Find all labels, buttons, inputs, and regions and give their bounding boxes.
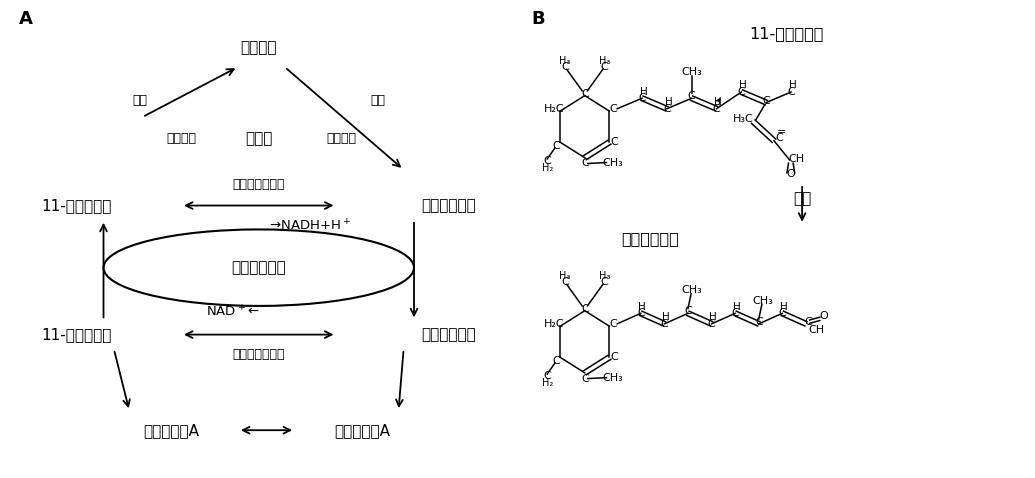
Text: 光照: 光照: [793, 191, 811, 206]
Text: C: C: [611, 137, 619, 147]
Text: CH: CH: [808, 325, 825, 335]
Text: 异构酶（耗能）: 异构酶（耗能）: [233, 348, 285, 361]
Text: C: C: [788, 87, 795, 97]
Text: CH: CH: [789, 154, 804, 164]
Text: C: C: [610, 319, 618, 329]
Text: C: C: [611, 352, 619, 362]
Text: C: C: [688, 91, 696, 101]
Text: 11-顺型视黄醛: 11-顺型视黄醛: [41, 198, 112, 213]
Text: H₃: H₃: [560, 271, 570, 281]
Text: C: C: [552, 141, 560, 151]
Text: H₃: H₃: [560, 56, 570, 65]
Text: 光照: 光照: [371, 94, 385, 107]
Text: H₃: H₃: [599, 271, 610, 281]
Text: 肝脏维生素A: 肝脏维生素A: [334, 423, 390, 438]
Text: C: C: [684, 306, 691, 316]
Text: C: C: [732, 308, 739, 318]
Text: O: O: [820, 311, 828, 321]
Text: C: C: [552, 356, 560, 366]
Text: CH₃: CH₃: [602, 373, 624, 382]
Text: 全反型视黄醛: 全反型视黄醛: [421, 198, 476, 213]
Text: C: C: [637, 308, 645, 318]
Text: C: C: [639, 93, 646, 103]
Text: C: C: [708, 319, 715, 329]
Text: CH₃: CH₃: [752, 296, 773, 306]
Text: CH₃: CH₃: [681, 67, 702, 77]
Text: H: H: [733, 302, 741, 312]
Text: C: C: [755, 317, 763, 327]
Text: H: H: [714, 97, 722, 107]
Text: C: C: [600, 277, 609, 287]
Text: 11-顺型视黄醛: 11-顺型视黄醛: [749, 26, 824, 41]
Text: C: C: [581, 304, 589, 314]
Text: C: C: [763, 96, 770, 106]
Text: C: C: [610, 104, 618, 114]
Text: C: C: [660, 319, 669, 329]
Text: H₂: H₂: [541, 163, 553, 173]
Text: 视紫红质: 视紫红质: [240, 40, 277, 55]
Text: H₂C: H₂C: [543, 104, 564, 114]
Text: （分解）: （分解）: [327, 132, 356, 145]
Text: H: H: [664, 97, 673, 107]
Text: H: H: [639, 302, 646, 312]
Text: 暗处: 暗处: [132, 94, 147, 107]
Text: C: C: [775, 133, 783, 143]
Text: CH₃: CH₃: [682, 285, 703, 295]
Text: C: C: [581, 374, 589, 383]
Text: （合成）: （合成）: [167, 132, 196, 145]
Text: H: H: [662, 312, 670, 322]
Text: H: H: [789, 80, 797, 90]
Text: H: H: [739, 80, 747, 90]
Text: H: H: [780, 302, 788, 312]
Text: 异构酶（耗能）: 异构酶（耗能）: [233, 177, 285, 191]
Text: C: C: [561, 62, 569, 72]
Text: C: C: [543, 156, 551, 166]
Text: A: A: [19, 10, 33, 28]
Text: C: C: [663, 104, 671, 114]
Text: B: B: [531, 10, 545, 28]
Text: C: C: [804, 317, 812, 327]
Text: H₂C: H₂C: [543, 319, 564, 329]
Text: C: C: [581, 159, 589, 168]
Text: O: O: [787, 169, 796, 179]
Text: H: H: [640, 87, 648, 97]
Text: 全反型视黄醇: 全反型视黄醇: [421, 327, 476, 342]
Text: C: C: [543, 371, 551, 381]
Text: C: C: [581, 89, 589, 98]
Text: =: =: [777, 127, 787, 137]
Text: C: C: [738, 87, 745, 97]
Text: CH₃: CH₃: [602, 158, 624, 167]
Text: 血浆维生素A: 血浆维生素A: [143, 423, 199, 438]
Text: H₃: H₃: [599, 56, 610, 65]
Text: 11-顺型视黄醇: 11-顺型视黄醇: [41, 327, 112, 342]
Text: C: C: [778, 308, 787, 318]
Text: NAD$^+$←: NAD$^+$←: [206, 304, 260, 319]
Text: 视黄醇脱氢酶: 视黄醇脱氢酶: [232, 260, 286, 275]
Text: C: C: [600, 62, 609, 72]
Text: →NADH+H$^+$: →NADH+H$^+$: [269, 218, 352, 233]
Text: H₃C: H₃C: [733, 114, 753, 124]
Text: 全反型视黄醛: 全反型视黄醛: [621, 231, 679, 247]
Text: 视蛋白: 视蛋白: [245, 131, 272, 146]
Text: H: H: [709, 312, 717, 322]
Text: C: C: [713, 104, 720, 114]
Text: C: C: [561, 277, 569, 287]
Text: H₂: H₂: [541, 378, 553, 388]
